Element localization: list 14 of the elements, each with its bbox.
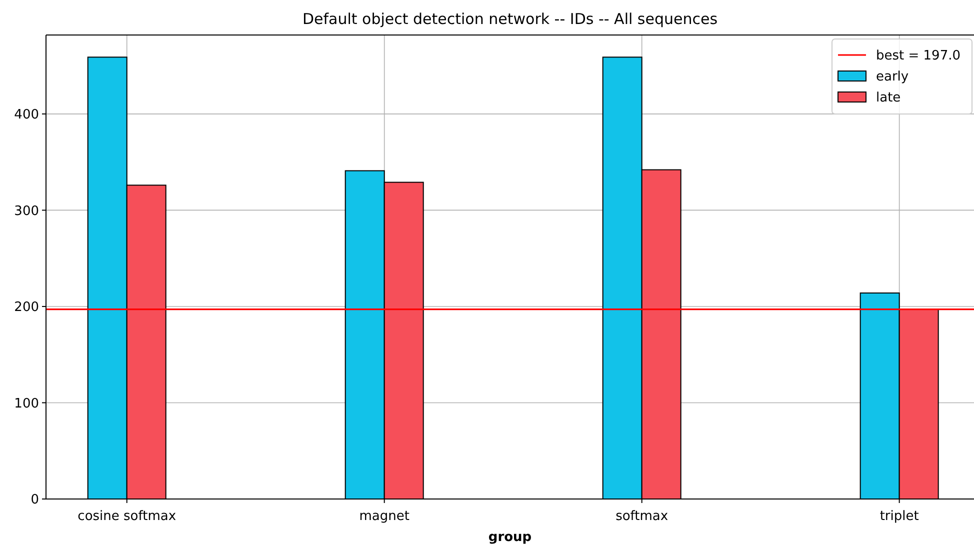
y-tick-label: 100 <box>14 396 39 412</box>
legend-label: early <box>876 70 909 85</box>
y-tick-label: 200 <box>14 300 39 316</box>
y-tick-label: 0 <box>30 492 39 508</box>
x-tick-label: softmax <box>616 509 668 524</box>
x-tick-label: magnet <box>359 509 410 524</box>
y-tick-label: 400 <box>14 107 39 122</box>
chart-title: Default object detection network -- IDs -- All sequences <box>302 10 718 28</box>
x-axis-title: group <box>488 530 532 545</box>
x-tick-label: cosine softmax <box>78 509 176 524</box>
x-tick-label: triplet <box>880 509 919 524</box>
legend-label: late <box>876 90 901 106</box>
y-tick-label: 300 <box>14 204 39 219</box>
legend-label: best = 197.0 <box>876 48 960 64</box>
